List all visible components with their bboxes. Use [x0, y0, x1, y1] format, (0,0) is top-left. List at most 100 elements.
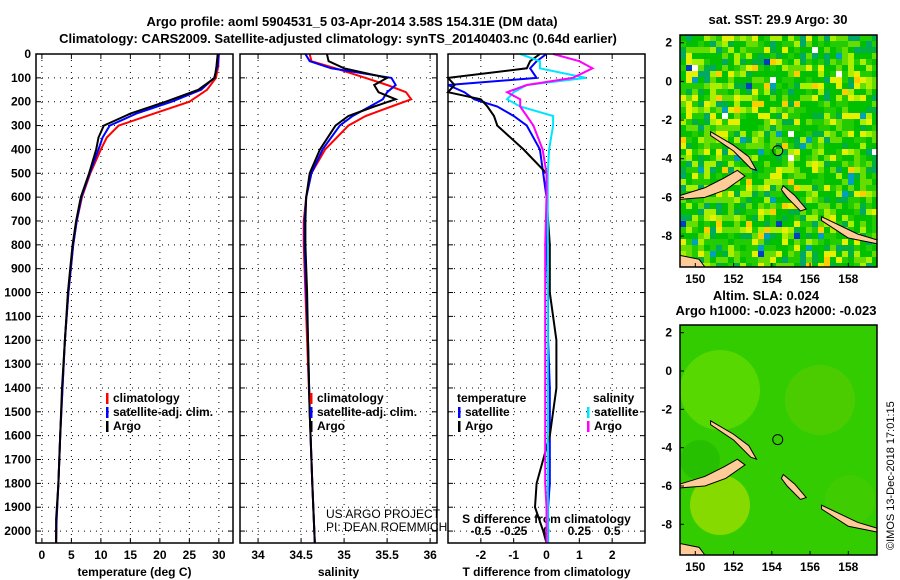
- sst-pixel: [770, 113, 776, 119]
- sst-pixel: [842, 65, 848, 71]
- sst-pixel: [830, 53, 836, 59]
- sst-pixel: [872, 53, 877, 59]
- sst-pixel: [842, 221, 848, 227]
- sst-pixel: [836, 263, 842, 267]
- sst-pixel: [692, 131, 698, 137]
- sst-pixel: [830, 215, 836, 221]
- sst-pixel: [872, 203, 877, 209]
- sst-pixel: [866, 95, 872, 101]
- sst-pixel: [854, 59, 860, 65]
- sst-pixel: [806, 101, 812, 107]
- sst-pixel: [740, 203, 746, 209]
- sst-pixel: [704, 65, 710, 71]
- sst-pixel: [746, 65, 752, 71]
- sst-pixel: [818, 119, 824, 125]
- sst-pixel: [752, 119, 758, 125]
- sst-pixel: [758, 101, 764, 107]
- sst-pixel: [734, 89, 740, 95]
- sst-pixel: [830, 71, 836, 77]
- sst-pixel: [734, 107, 740, 113]
- sst-pixel: [794, 137, 800, 143]
- sst-pixel: [692, 185, 698, 191]
- sst-pixel: [710, 179, 716, 185]
- sst-pixel: [788, 53, 794, 59]
- title-line-1: Argo profile: aoml 5904531_5 03-Apr-2014…: [146, 14, 557, 29]
- sst-pixel: [848, 47, 854, 53]
- sst-pixel: [836, 155, 842, 161]
- sst-pixel: [770, 251, 776, 257]
- sst-pixel: [692, 83, 698, 89]
- sst-pixel: [764, 179, 770, 185]
- sst-pixel: [752, 77, 758, 83]
- sst-pixel: [686, 65, 692, 71]
- sst-pixel: [776, 65, 782, 71]
- sst-pixel: [872, 125, 877, 131]
- sst-pixel: [734, 71, 740, 77]
- sst-pixel: [764, 203, 770, 209]
- sst-pixel: [686, 227, 692, 233]
- sst-pixel: [860, 209, 866, 215]
- sst-pixel: [770, 125, 776, 131]
- sst-pixel: [776, 245, 782, 251]
- sst-pixel: [860, 113, 866, 119]
- sst-pixel: [818, 221, 824, 227]
- sst-pixel: [872, 173, 877, 179]
- sst-pixel: [824, 65, 830, 71]
- sst-pixel: [740, 191, 746, 197]
- sst-pixel: [782, 227, 788, 233]
- sst-pixel: [830, 167, 836, 173]
- sst-pixel: [866, 221, 872, 227]
- sst-pixel: [794, 215, 800, 221]
- sst-pixel: [794, 119, 800, 125]
- sst-pixel: [728, 125, 734, 131]
- sst-pixel: [782, 83, 788, 89]
- sst-pixel: [818, 149, 824, 155]
- sst-pixel: [770, 257, 776, 263]
- sst-pixel: [716, 113, 722, 119]
- sst-pixel: [698, 179, 704, 185]
- sst-pixel: [824, 119, 830, 125]
- sst-pixel: [812, 77, 818, 83]
- sst-pixel: [776, 35, 782, 41]
- sst-pixel: [800, 113, 806, 119]
- sst-pixel: [860, 35, 866, 41]
- sst-pixel: [830, 173, 836, 179]
- sst-pixel: [698, 203, 704, 209]
- sst-pixel: [764, 191, 770, 197]
- sst-pixel: [848, 35, 854, 41]
- sst-pixel: [746, 119, 752, 125]
- land-polygon: [780, 473, 808, 500]
- sst-pixel: [854, 101, 860, 107]
- sst-pixel: [818, 215, 824, 221]
- sst-pixel: [776, 89, 782, 95]
- sst-pixel: [830, 131, 836, 137]
- sst-pixel: [824, 95, 830, 101]
- sst-pixel: [830, 233, 836, 239]
- sst-pixel: [716, 53, 722, 59]
- sst-pixel: [842, 173, 848, 179]
- map-frame: [679, 34, 878, 268]
- sst-pixel: [788, 107, 794, 113]
- sst-pixel: [728, 83, 734, 89]
- sst-pixel: [800, 245, 806, 251]
- sst-pixel: [824, 203, 830, 209]
- sst-pixel: [698, 125, 704, 131]
- sst-pixel: [800, 47, 806, 53]
- sst-pixel: [824, 149, 830, 155]
- sst-pixel: [740, 59, 746, 65]
- sst-pixel: [722, 221, 728, 227]
- sst-pixel: [704, 143, 710, 149]
- sst-pixel: [734, 203, 740, 209]
- sst-pixel: [866, 53, 872, 59]
- x2-tick-label: -0.5: [470, 524, 491, 538]
- sst-pixel: [686, 149, 692, 155]
- sst-pixel: [716, 215, 722, 221]
- sst-pixel: [872, 251, 877, 257]
- sst-pixel: [794, 59, 800, 65]
- sst-pixel: [680, 113, 686, 119]
- sst-pixel: [872, 137, 877, 143]
- sst-pixel: [806, 149, 812, 155]
- sst-pixel: [824, 125, 830, 131]
- sst-pixel: [824, 107, 830, 113]
- sst-pixel: [716, 143, 722, 149]
